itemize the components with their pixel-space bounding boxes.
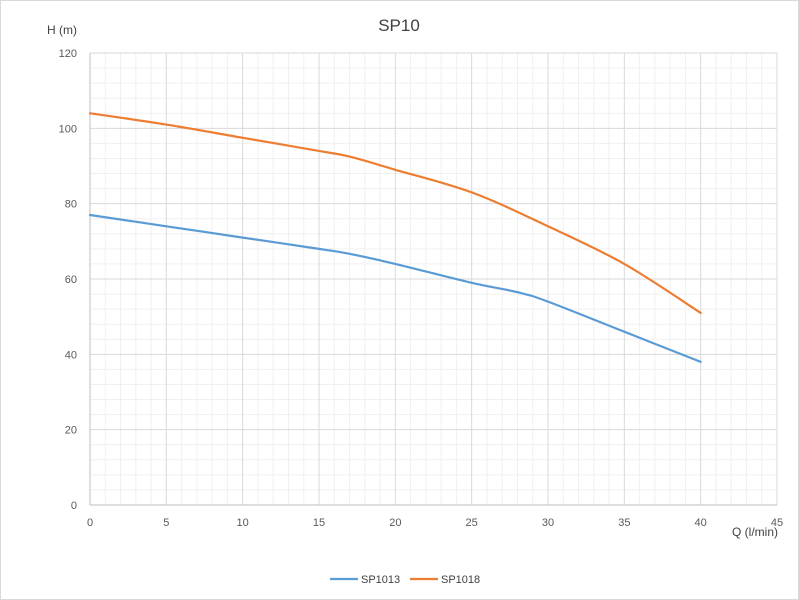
x-tick-label: 25 — [466, 517, 478, 529]
x-tick-label: 40 — [695, 517, 707, 529]
y-tick-label: 20 — [65, 425, 77, 437]
legend-item-sp1018: SP1018 — [410, 574, 480, 586]
x-tick-label: 20 — [389, 517, 401, 529]
x-tick-label: 10 — [237, 517, 249, 529]
axes — [89, 53, 777, 506]
major-gridlines — [89, 52, 778, 506]
x-tick-label: 0 — [87, 517, 93, 529]
legend-item-sp1013: SP1013 — [330, 574, 400, 586]
series-lines — [88, 112, 702, 363]
chart-title: SP10 — [378, 16, 420, 35]
legend-label: SP1013 — [361, 574, 400, 586]
legend-label: SP1018 — [441, 574, 480, 586]
x-tick-label: 45 — [771, 517, 783, 529]
x-axis-title: Q (l/min) — [732, 525, 778, 539]
y-tick-label: 0 — [71, 500, 77, 512]
series-line-sp1013 — [88, 213, 702, 363]
x-tick-label: 5 — [163, 517, 169, 529]
y-tick-label: 100 — [59, 123, 77, 135]
y-tick-label: 40 — [65, 349, 77, 361]
tick-labels: 0 5 10 15 20 25 30 35 40 45 0 20 40 60 80 100 120 — [59, 48, 783, 529]
y-tick-label: 80 — [65, 199, 77, 211]
series-line-sp1018 — [88, 112, 702, 314]
x-tick-label: 35 — [618, 517, 630, 529]
legend: SP1013 SP1018 — [330, 574, 480, 586]
y-axis-title: H (m) — [47, 23, 77, 37]
x-tick-label: 30 — [542, 517, 554, 529]
y-tick-label: 60 — [65, 274, 77, 286]
y-tick-label: 120 — [59, 48, 77, 60]
x-tick-label: 15 — [313, 517, 325, 529]
